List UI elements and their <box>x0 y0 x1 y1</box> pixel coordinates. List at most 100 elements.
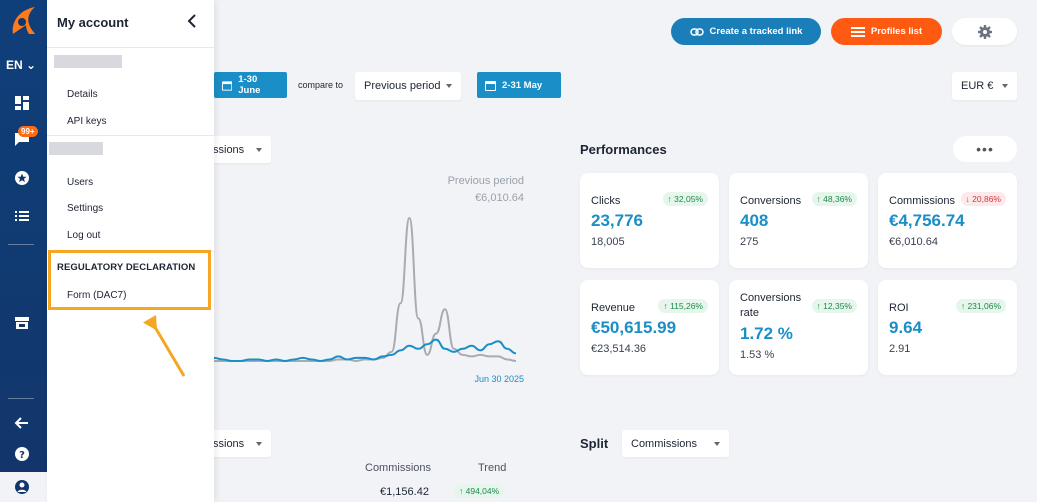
more-options-button[interactable]: ••• <box>953 136 1017 162</box>
caret-down-icon <box>256 147 262 152</box>
kpi-change-badge: ↓ 20,86% <box>960 192 1006 206</box>
panel-item-logout[interactable]: Log out <box>67 230 101 241</box>
table-cell-commissions: €1,156.42 <box>380 486 429 498</box>
rail-footer <box>0 472 47 502</box>
dashboard-icon[interactable] <box>14 95 30 111</box>
panel-item-details[interactable]: Details <box>67 89 98 100</box>
panel-divider <box>47 47 214 48</box>
chart-metric-value: ssions <box>213 143 245 156</box>
store-icon[interactable] <box>14 315 30 331</box>
previous-period-value: €6,010.64 <box>475 192 524 204</box>
column-header-trend: Trend <box>478 462 507 474</box>
kpi-previous-value: €23,514.36 <box>591 343 647 355</box>
regulatory-section-title: REGULATORY DECLARATION <box>57 262 196 273</box>
list-icon[interactable] <box>14 208 30 224</box>
kpi-change-badge: ↑ 32,05% <box>662 192 708 206</box>
chart-series-current <box>214 338 517 362</box>
pointer-arrow-icon <box>143 315 186 377</box>
panel-item-settings[interactable]: Settings <box>67 203 104 214</box>
star-icon[interactable] <box>14 170 30 186</box>
column-header-commissions: Commissions <box>365 462 432 474</box>
kpi-previous-value: 275 <box>740 236 759 248</box>
kpi-value: 9.64 <box>889 318 923 337</box>
trend-badge: ↑ 494,04% <box>454 484 505 498</box>
compare-range-label: 2-31 May <box>502 79 543 91</box>
split-title: Split <box>580 436 609 451</box>
currency-value: EUR € <box>961 80 994 92</box>
kpi-change-badge: ↑ 231,06% <box>955 299 1006 313</box>
table-metric-select[interactable]: ssions <box>204 430 271 457</box>
left-rail: EN ⌄ 99+ ? <box>0 0 47 472</box>
kpi-label: ROI <box>889 302 909 314</box>
split-metric-select[interactable]: Commissions <box>622 430 729 457</box>
kpi-value: €50,615.99 <box>591 318 677 337</box>
compare-range-button[interactable]: 2-31 May <box>477 72 561 98</box>
caret-down-icon <box>256 441 262 446</box>
kpi-card[interactable]: Conversions rate ↑ 12,35% 1.72 % 1.53 % <box>729 280 868 375</box>
kpi-change-badge: ↑ 12,35% <box>811 299 857 313</box>
rail-divider <box>8 244 34 245</box>
caret-down-icon <box>1002 84 1008 88</box>
kpi-label: Conversions <box>740 195 802 207</box>
date-range-button[interactable]: 1-30 June <box>214 72 287 98</box>
logo-icon[interactable] <box>7 4 39 36</box>
main-content: Create a tracked link Profiles list 1-30… <box>204 0 1037 502</box>
chevron-down-icon: ⌄ <box>26 58 37 72</box>
caret-down-icon <box>446 84 452 88</box>
kpi-value: €4,756.74 <box>889 211 965 230</box>
help-icon[interactable]: ? <box>14 446 30 462</box>
redacted-name <box>54 55 122 68</box>
kpi-previous-value: 2.91 <box>889 343 911 355</box>
gear-icon <box>977 24 992 39</box>
language-selector[interactable]: EN ⌄ <box>6 58 37 72</box>
table-metric-value: ssions <box>213 437 245 450</box>
kpi-value: 23,776 <box>591 211 643 230</box>
arrow-left-icon[interactable] <box>14 415 30 431</box>
panel-item-api-keys[interactable]: API keys <box>67 116 107 127</box>
highlight-box <box>48 250 211 310</box>
date-range-label: 1-30 June <box>238 74 261 96</box>
panel-divider <box>47 135 214 136</box>
calendar-icon <box>485 80 496 91</box>
rail-divider <box>8 398 34 399</box>
panel-item-dac7-form[interactable]: Form (DAC7) <box>67 290 127 301</box>
profiles-list-button[interactable]: Profiles list <box>831 18 942 45</box>
create-tracked-link-button[interactable]: Create a tracked link <box>671 18 821 45</box>
panel-item-users[interactable]: Users <box>67 177 94 188</box>
kpi-label: Conversions rate <box>740 292 802 319</box>
kpi-value: 1.72 % <box>740 324 793 343</box>
kpi-card[interactable]: Commissions ↓ 20,86% €4,756.74 €6,010.64 <box>878 173 1017 268</box>
redacted-company <box>49 142 103 155</box>
kpi-card[interactable]: Revenue ↑ 115,26% €50,615.99 €23,514.36 <box>580 280 719 375</box>
compare-period-select[interactable]: Previous period <box>355 72 461 100</box>
notification-badge: 99+ <box>18 126 38 137</box>
caret-down-icon <box>714 441 720 446</box>
kpi-change-badge: ↑ 115,26% <box>658 299 708 313</box>
panel-title: My account <box>57 15 129 30</box>
compare-select-value: Previous period <box>364 80 441 92</box>
currency-select[interactable]: EUR € <box>952 72 1017 100</box>
line-chart: Previous period €6,010.64 Jun 30 2025 <box>214 168 524 392</box>
svg-text:?: ? <box>19 450 25 461</box>
kpi-label: Revenue <box>591 302 636 314</box>
create-link-label: Create a tracked link <box>709 26 803 37</box>
performances-title: Performances <box>580 142 667 157</box>
settings-button[interactable] <box>952 18 1017 45</box>
chart-metric-select[interactable]: ssions <box>204 136 271 163</box>
link-icon <box>689 27 704 36</box>
previous-period-label: Previous period <box>447 175 524 187</box>
kpi-card[interactable]: ROI ↑ 231,06% 9.64 2.91 <box>878 280 1017 375</box>
kpi-label: Clicks <box>591 195 621 207</box>
split-select-value: Commissions <box>631 437 698 450</box>
chart-end-date: Jun 30 2025 <box>474 374 524 384</box>
kpi-previous-value: €6,010.64 <box>889 236 938 248</box>
kpi-label: Commissions <box>889 195 956 207</box>
calendar-icon <box>222 80 233 91</box>
kpi-card[interactable]: Conversions ↑ 48,36% 408 275 <box>729 173 868 268</box>
chart-series-previous <box>214 216 517 362</box>
kpi-card[interactable]: Clicks ↑ 32,05% 23,776 18,005 <box>580 173 719 268</box>
chevron-left-icon[interactable] <box>187 14 197 28</box>
user-icon[interactable] <box>14 479 30 495</box>
kpi-value: 408 <box>740 211 769 230</box>
compare-label: compare to <box>298 80 344 90</box>
